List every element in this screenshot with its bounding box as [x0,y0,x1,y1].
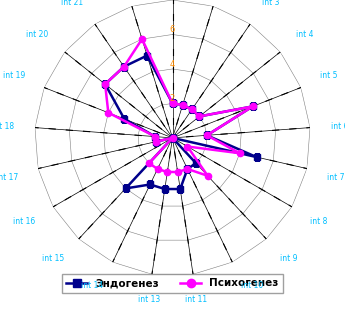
Text: int 5: int 5 [320,71,338,80]
Text: int 7: int 7 [327,173,345,182]
Text: int 14: int 14 [81,281,104,290]
Text: int 10: int 10 [241,281,264,290]
Text: int 11: int 11 [185,295,207,304]
Text: int 8: int 8 [310,217,327,226]
Text: int 19: int 19 [3,71,25,80]
Text: int 17: int 17 [0,173,18,182]
Text: int 3: int 3 [262,0,279,7]
Text: int 6: int 6 [331,121,345,131]
Text: int 4: int 4 [296,30,314,39]
Text: int 16: int 16 [13,217,35,226]
Text: int 13: int 13 [138,295,160,304]
Text: 6: 6 [170,25,175,35]
Text: int 18: int 18 [0,121,14,131]
Text: 4: 4 [170,60,175,69]
Text: 2: 2 [170,94,175,103]
Text: int 9: int 9 [280,254,298,263]
Legend: Эндогенез, Психогенез: Эндогенез, Психогенез [62,274,283,293]
Text: int 21: int 21 [61,0,83,7]
Text: int 20: int 20 [26,30,49,39]
Text: int 15: int 15 [42,254,65,263]
